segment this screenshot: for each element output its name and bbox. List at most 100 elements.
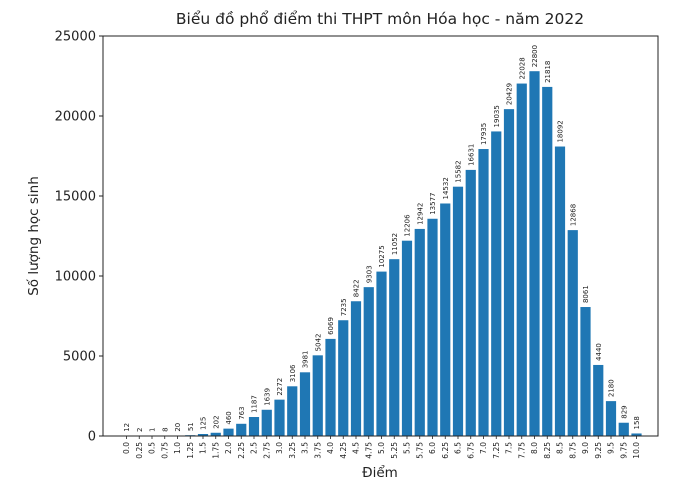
bar: [236, 423, 247, 436]
x-tick-label: 9.75: [619, 442, 628, 459]
x-tick-label: 5.5: [403, 442, 412, 454]
bar-value-label: 12: [123, 423, 131, 432]
x-tick-label: 1.5: [199, 442, 208, 454]
bar: [299, 372, 311, 436]
bar: [427, 218, 438, 436]
bar-value-label: 19035: [493, 105, 501, 127]
y-tick-label: 10000: [55, 270, 96, 285]
x-tick-label: 3.75: [313, 442, 322, 459]
x-tick-label: 4.0: [326, 442, 335, 454]
y-tick-label: 20000: [55, 110, 96, 125]
bar-value-label: 21818: [544, 61, 552, 83]
bar: [529, 71, 540, 436]
bar-value-label: 12206: [404, 214, 412, 237]
bar: [605, 401, 617, 436]
bar: [287, 386, 298, 436]
x-tick-label: 8.25: [543, 442, 552, 459]
bar-value-label: 10275: [378, 245, 386, 267]
bar: [516, 83, 527, 436]
x-axis-label: Điểm: [362, 464, 398, 481]
bar-value-label: 12942: [416, 203, 424, 225]
bar-value-label: 22028: [518, 57, 526, 79]
x-tick-label: 6.75: [466, 442, 475, 459]
y-tick-label: 15000: [55, 190, 96, 205]
bar: [363, 287, 374, 436]
x-tick-label: 3.25: [288, 442, 297, 459]
bar: [478, 149, 489, 437]
bar-value-label: 2: [136, 427, 144, 431]
bar-value-label: 18092: [557, 120, 565, 142]
bar: [389, 259, 400, 436]
x-tick-label: 4.25: [339, 442, 348, 459]
bar: [567, 230, 578, 436]
x-tick-label: 0.5: [148, 442, 157, 454]
bar-value-label: 8: [161, 427, 169, 431]
bar: [542, 86, 553, 437]
bar: [465, 169, 476, 437]
x-tick-label: 2.75: [262, 442, 271, 459]
x-tick-label: 9.5: [607, 442, 616, 454]
x-tick-label: 1.0: [173, 442, 182, 454]
bar-value-label: 7235: [340, 298, 348, 316]
bar-value-label: 9303: [365, 265, 373, 283]
x-tick-label: 9.25: [594, 442, 603, 459]
bar: [618, 422, 629, 436]
bar-value-label: 15582: [455, 160, 463, 182]
plot-area: 0 5000 10000 15000 20000 25000 12 0.0 2 0.25 1 0.5 8…: [55, 30, 659, 459]
bar-value-label: 16631: [467, 144, 475, 166]
bar-value-label: 2180: [608, 379, 616, 397]
bar-value-label: 3981: [302, 350, 310, 368]
x-tick-label: 8.5: [556, 442, 565, 454]
bar: [248, 417, 260, 436]
bar-value-label: 1187: [251, 395, 259, 413]
bar-value-label: 158: [633, 416, 641, 429]
bar: [491, 131, 502, 436]
x-tick-label: 2.25: [237, 442, 246, 459]
x-tick-label: 2.0: [224, 442, 233, 454]
x-tick-label: 1.25: [186, 442, 195, 459]
x-tick-label: 1.75: [211, 442, 220, 459]
x-tick-label: 7.0: [479, 442, 488, 454]
x-tick-label: 0.0: [122, 442, 131, 454]
bar-value-label: 4440: [595, 343, 603, 361]
x-tick-label: 6.0: [428, 442, 437, 454]
bar: [261, 409, 272, 436]
x-tick-label: 9.0: [581, 442, 590, 454]
y-tick-label: 0: [88, 430, 96, 445]
x-tick-label: 5.25: [390, 442, 399, 459]
bar: [325, 338, 336, 436]
bar: [554, 146, 566, 436]
x-tick-label: 6.5: [454, 442, 463, 454]
y-axis-label: Số lượng học sinh: [25, 176, 42, 296]
x-tick-label: 5.75: [415, 442, 424, 459]
bar: [223, 428, 234, 436]
bar-value-label: 17935: [480, 123, 488, 145]
bar: [376, 271, 387, 436]
bar-value-label: 20429: [506, 83, 514, 105]
x-tick-label: 10.0: [632, 442, 641, 459]
x-tick-label: 7.25: [492, 442, 501, 459]
bar-value-label: 3106: [289, 364, 297, 382]
x-tick-label: 3.5: [301, 442, 310, 454]
bar-value-label: 829: [620, 405, 628, 418]
y-tick-label: 5000: [63, 350, 96, 365]
x-tick-label: 6.25: [441, 442, 450, 459]
bar: [350, 301, 362, 436]
bar: [210, 432, 221, 436]
x-tick-label: 2.5: [250, 442, 259, 454]
bar-value-label: 8422: [353, 279, 361, 297]
bar: [414, 228, 425, 436]
x-tick-label: 8.0: [530, 442, 539, 454]
bar-value-label: 22800: [531, 45, 539, 67]
bar-value-label: 5042: [314, 333, 322, 351]
bar-value-label: 1639: [263, 388, 271, 406]
bar-value-label: 8061: [582, 285, 590, 303]
x-tick-label: 3.0: [275, 442, 284, 454]
x-tick-label: 8.75: [568, 442, 577, 459]
bar-value-label: 202: [212, 415, 220, 428]
bar-value-label: 12868: [569, 204, 577, 226]
x-tick-label: 0.25: [135, 442, 144, 459]
x-tick-label: 7.75: [517, 442, 526, 459]
